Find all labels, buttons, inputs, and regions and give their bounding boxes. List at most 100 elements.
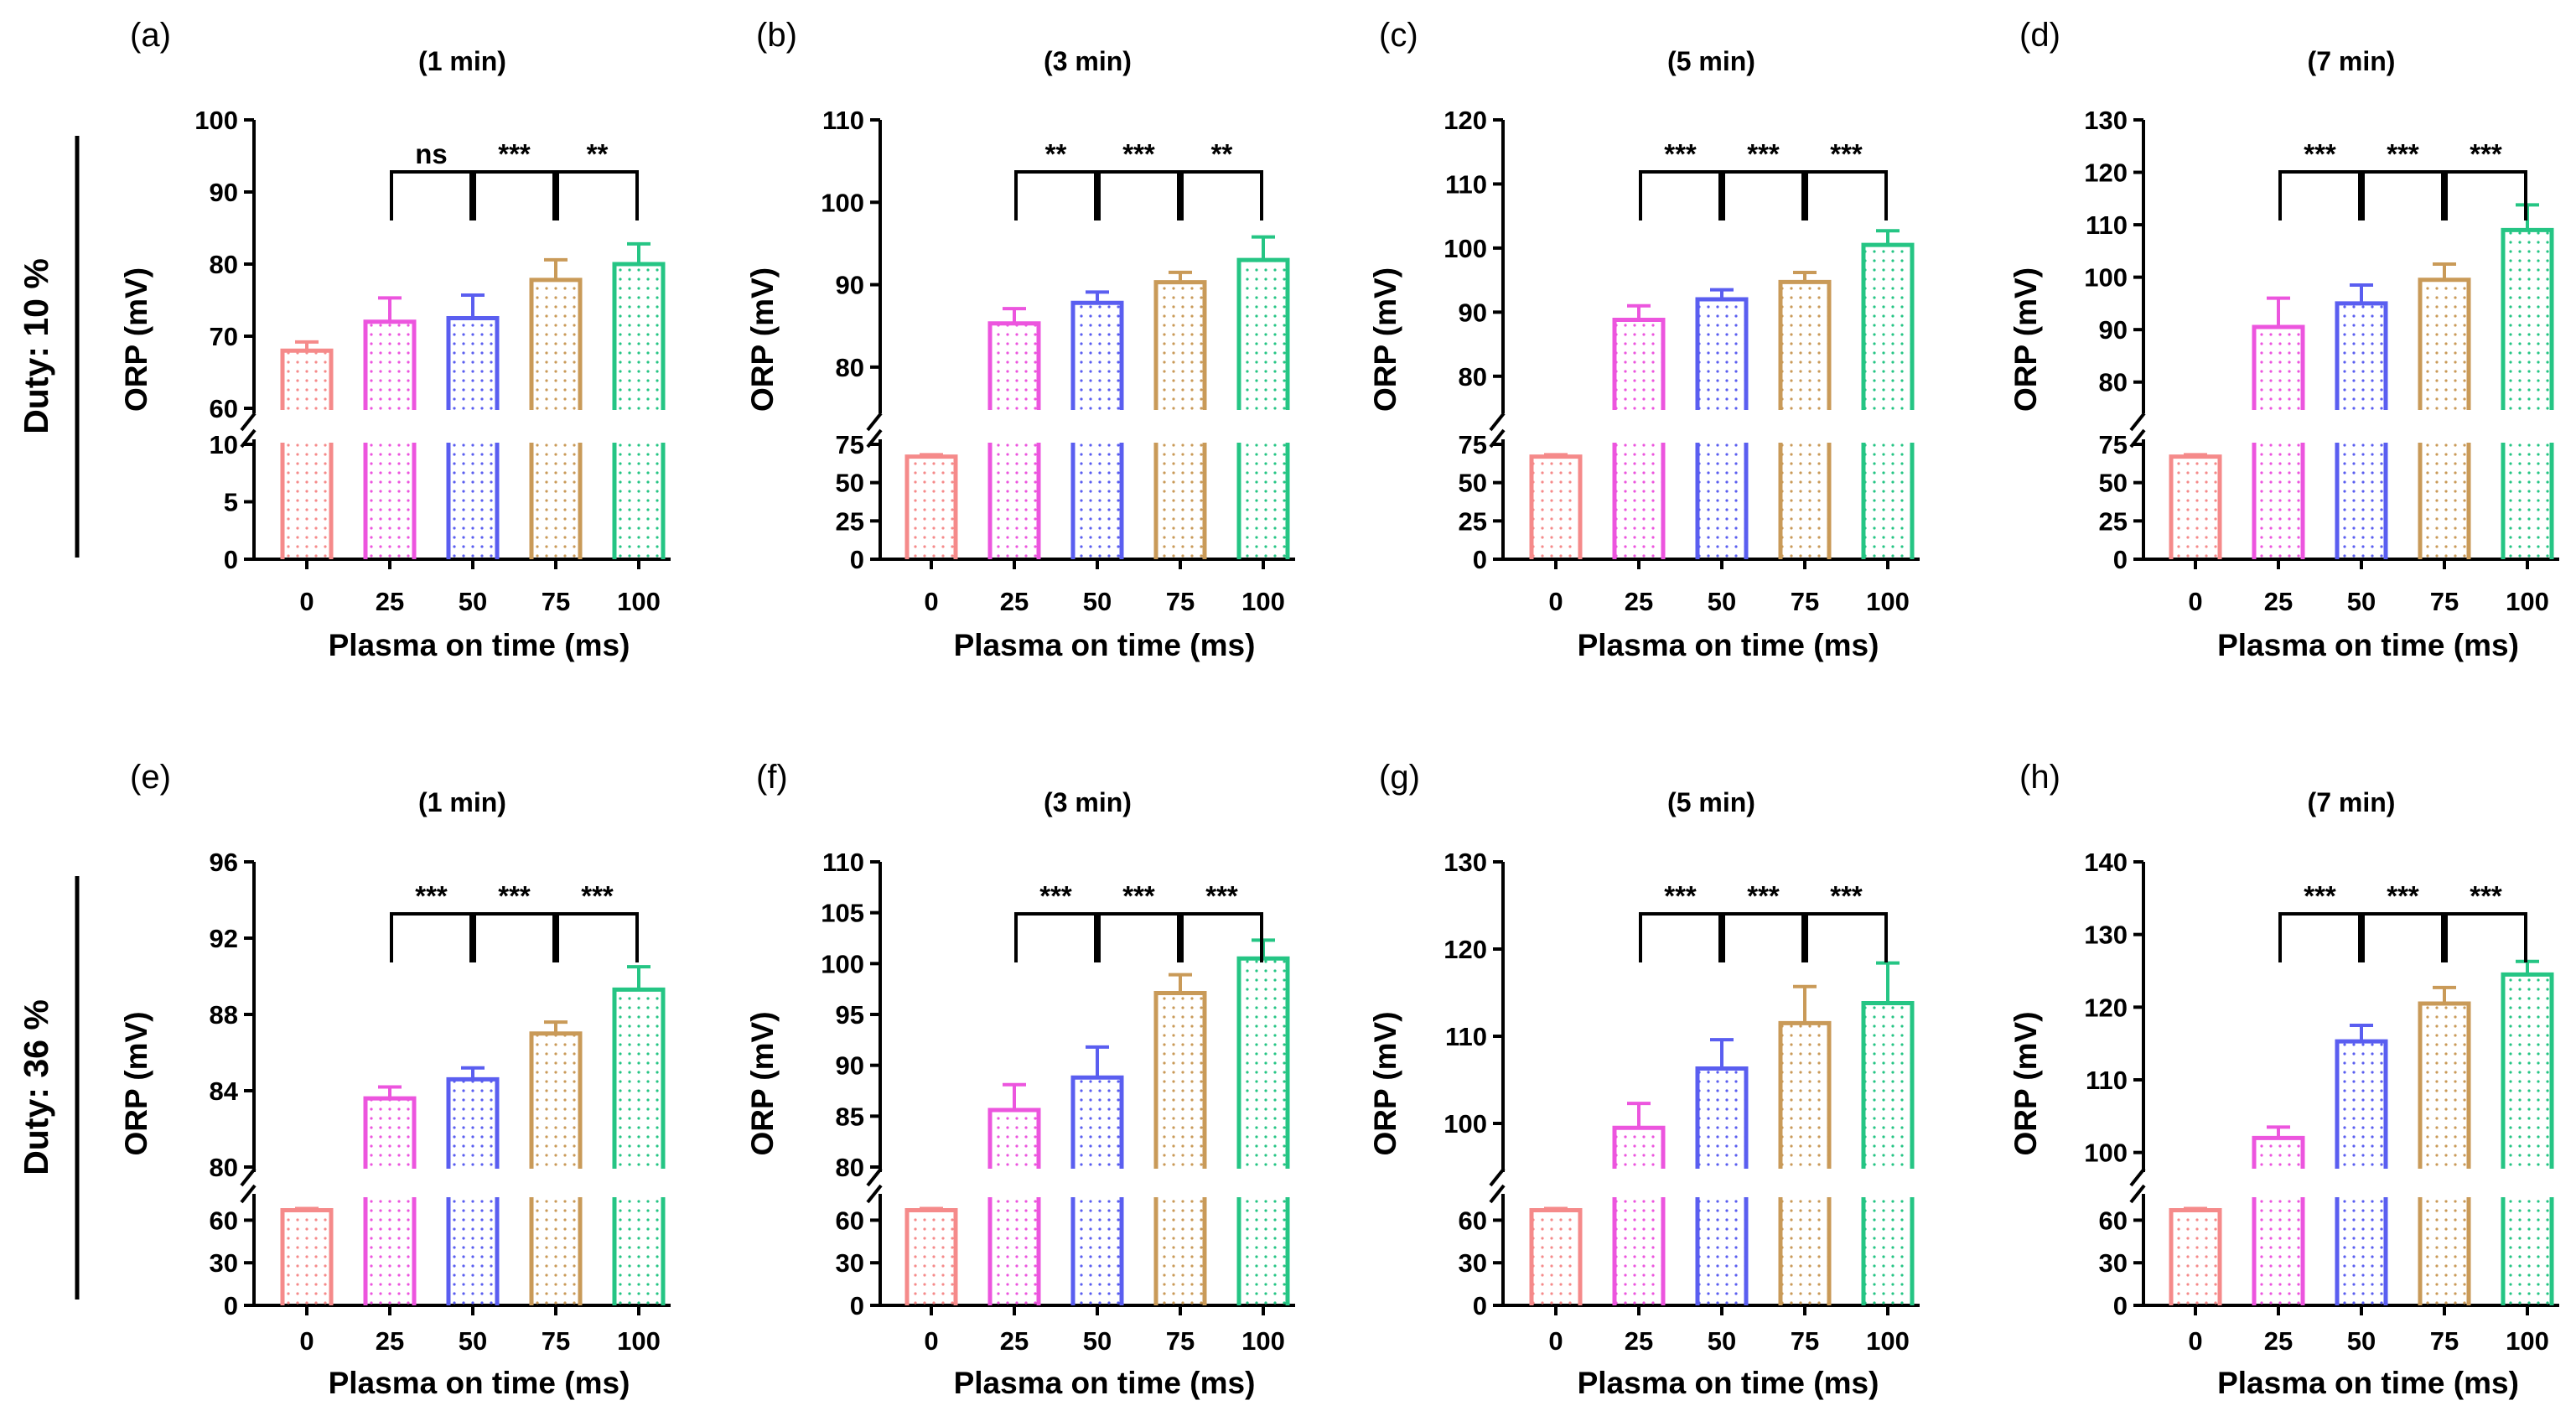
significance-label: ***: [498, 880, 531, 911]
axis-break-gap: [1611, 1169, 1666, 1197]
bar-outline-lower: [1236, 1197, 1290, 1305]
x-tick-label: 100: [1866, 1326, 1910, 1356]
panel-b: (b) (3 min) 80 90 100 110 0 25 50 75 ORP (mV) 0 25 50…: [745, 17, 1295, 662]
significance-bracket: [1014, 912, 1097, 962]
y-tick-label: 110: [1445, 1022, 1487, 1051]
y-tick-label: 0: [850, 1291, 864, 1320]
bar-outline-lower: [1695, 1197, 1749, 1305]
x-tick-label: 0: [924, 587, 938, 616]
bar-outline-lower: [363, 443, 417, 559]
y-tick-label: 60: [2099, 1206, 2128, 1235]
panel-c: (c) (5 min) 80 90 100 110 120 0 25 50 75 ORP (mV) 0 2…: [1368, 17, 1920, 662]
bar-100: [614, 989, 663, 1305]
significance-bracket: [1639, 912, 1722, 962]
y-tick-label: 0: [224, 545, 238, 574]
significance-bracket: [556, 912, 639, 962]
bar-outline-upper: [987, 321, 1041, 410]
bar-outline-lower: [2501, 1197, 2554, 1305]
significance-label: ***: [2304, 880, 2336, 911]
axis-break-gap: [1153, 1169, 1208, 1197]
significance-label: ***: [2304, 138, 2336, 169]
bar-outline-lower: [2335, 1197, 2388, 1305]
x-tick-label: 75: [2430, 587, 2459, 616]
panel-e: (e) (1 min) 80 84 88 92 96 0 30 60 ORP (mV) 0 25 50 75…: [119, 759, 671, 1400]
y-tick-label: 100: [194, 106, 238, 135]
y-tick-label: 130: [1443, 848, 1487, 877]
bar-outline-upper: [1153, 280, 1207, 410]
x-tick-label: 0: [2188, 1326, 2202, 1356]
axis-break-gap: [1070, 1169, 1125, 1197]
panel-title: (3 min): [1044, 46, 1132, 76]
axis-break-gap: [987, 1169, 1042, 1197]
y-tick-label: 80: [210, 250, 238, 279]
axis-break-mark: [866, 412, 883, 432]
bar-outline-lower: [1153, 443, 1207, 559]
x-tick-label: 100: [2506, 587, 2549, 616]
bar-outline: [280, 1208, 334, 1305]
significance-bracket: [1805, 170, 1888, 220]
axis-break-gap: [2500, 1169, 2555, 1197]
x-tick-label: 75: [1791, 587, 1819, 616]
y-tick-label: 25: [2099, 506, 2128, 536]
y-axis-label: ORP (mV): [2008, 267, 2043, 412]
x-axis-label: Plasma on time (ms): [2217, 1366, 2519, 1400]
y-tick-label: 0: [2113, 545, 2128, 574]
bar-outline-upper: [2335, 1039, 2388, 1169]
y-tick-label: 85: [836, 1102, 864, 1131]
significance-bracket: [1014, 170, 1097, 220]
y-tick-label: 110: [822, 848, 864, 877]
bar-0: [282, 1210, 331, 1305]
x-tick-label: 50: [2347, 1326, 2376, 1356]
y-tick-label: 110: [2086, 210, 2128, 240]
axis-break-mark: [2129, 1184, 2146, 1204]
y-tick-label: 110: [1445, 169, 1487, 199]
bar-25: [2254, 1138, 2303, 1305]
x-tick-label: 50: [1083, 587, 1112, 616]
bar-outline-upper: [2418, 278, 2471, 410]
x-tick-label: 100: [1241, 587, 1285, 616]
y-tick-label: 88: [210, 1000, 238, 1030]
axis-break-gap: [2334, 410, 2389, 443]
bar-100: [1239, 260, 1288, 559]
y-tick-label: 90: [2099, 315, 2128, 345]
bar-25: [1615, 1128, 1663, 1305]
x-tick-label: 0: [1548, 1326, 1563, 1356]
significance-label: ***: [2470, 880, 2502, 911]
bar-75: [1156, 993, 1205, 1305]
x-tick-label: 100: [1241, 1326, 1285, 1356]
y-tick-label: 75: [1459, 430, 1487, 459]
y-axis-label: ORP (mV): [119, 267, 153, 412]
y-tick-label: 130: [2084, 106, 2128, 135]
significance-bracket: [2278, 912, 2361, 962]
panel-label: (b): [756, 17, 797, 54]
bar-25: [2254, 327, 2303, 559]
significance-label: ***: [498, 138, 531, 169]
x-tick-label: 25: [2264, 587, 2293, 616]
axis-break-mark: [1489, 1184, 1506, 1204]
significance-bracket: [1722, 170, 1805, 220]
bar-outline-lower: [446, 1197, 500, 1305]
y-tick-label: 100: [2084, 1139, 2128, 1168]
axis-break-gap: [445, 410, 500, 443]
significance-bracket: [1639, 170, 1722, 220]
axis-break-mark: [866, 1184, 883, 1204]
y-tick-label: 75: [2099, 430, 2128, 459]
panel-title: (5 min): [1667, 787, 1755, 817]
axis-break-gap: [611, 410, 666, 443]
panel-d: (d) (7 min) 80 90 100 110 120 130 0 25 50 75 ORP (mV…: [2008, 17, 2559, 662]
y-tick-label: 110: [2086, 1066, 2128, 1095]
x-axis-label: Plasma on time (ms): [329, 1366, 630, 1400]
axis-break-gap: [528, 410, 583, 443]
panel-title: (1 min): [418, 46, 506, 76]
y-tick-label: 95: [836, 1000, 864, 1030]
y-axis-label: ORP (mV): [2008, 1011, 2043, 1155]
significance-bracket: [2278, 170, 2361, 220]
axis-break-gap: [1777, 1169, 1832, 1197]
axis-break-gap: [1860, 1169, 1915, 1197]
y-tick-label: 96: [210, 848, 238, 877]
x-axis-label: Plasma on time (ms): [954, 628, 1256, 662]
x-tick-label: 50: [459, 1326, 487, 1356]
significance-label: ***: [1664, 138, 1697, 169]
axis-break-gap: [1777, 410, 1832, 443]
bar-outline: [1529, 1208, 1583, 1305]
